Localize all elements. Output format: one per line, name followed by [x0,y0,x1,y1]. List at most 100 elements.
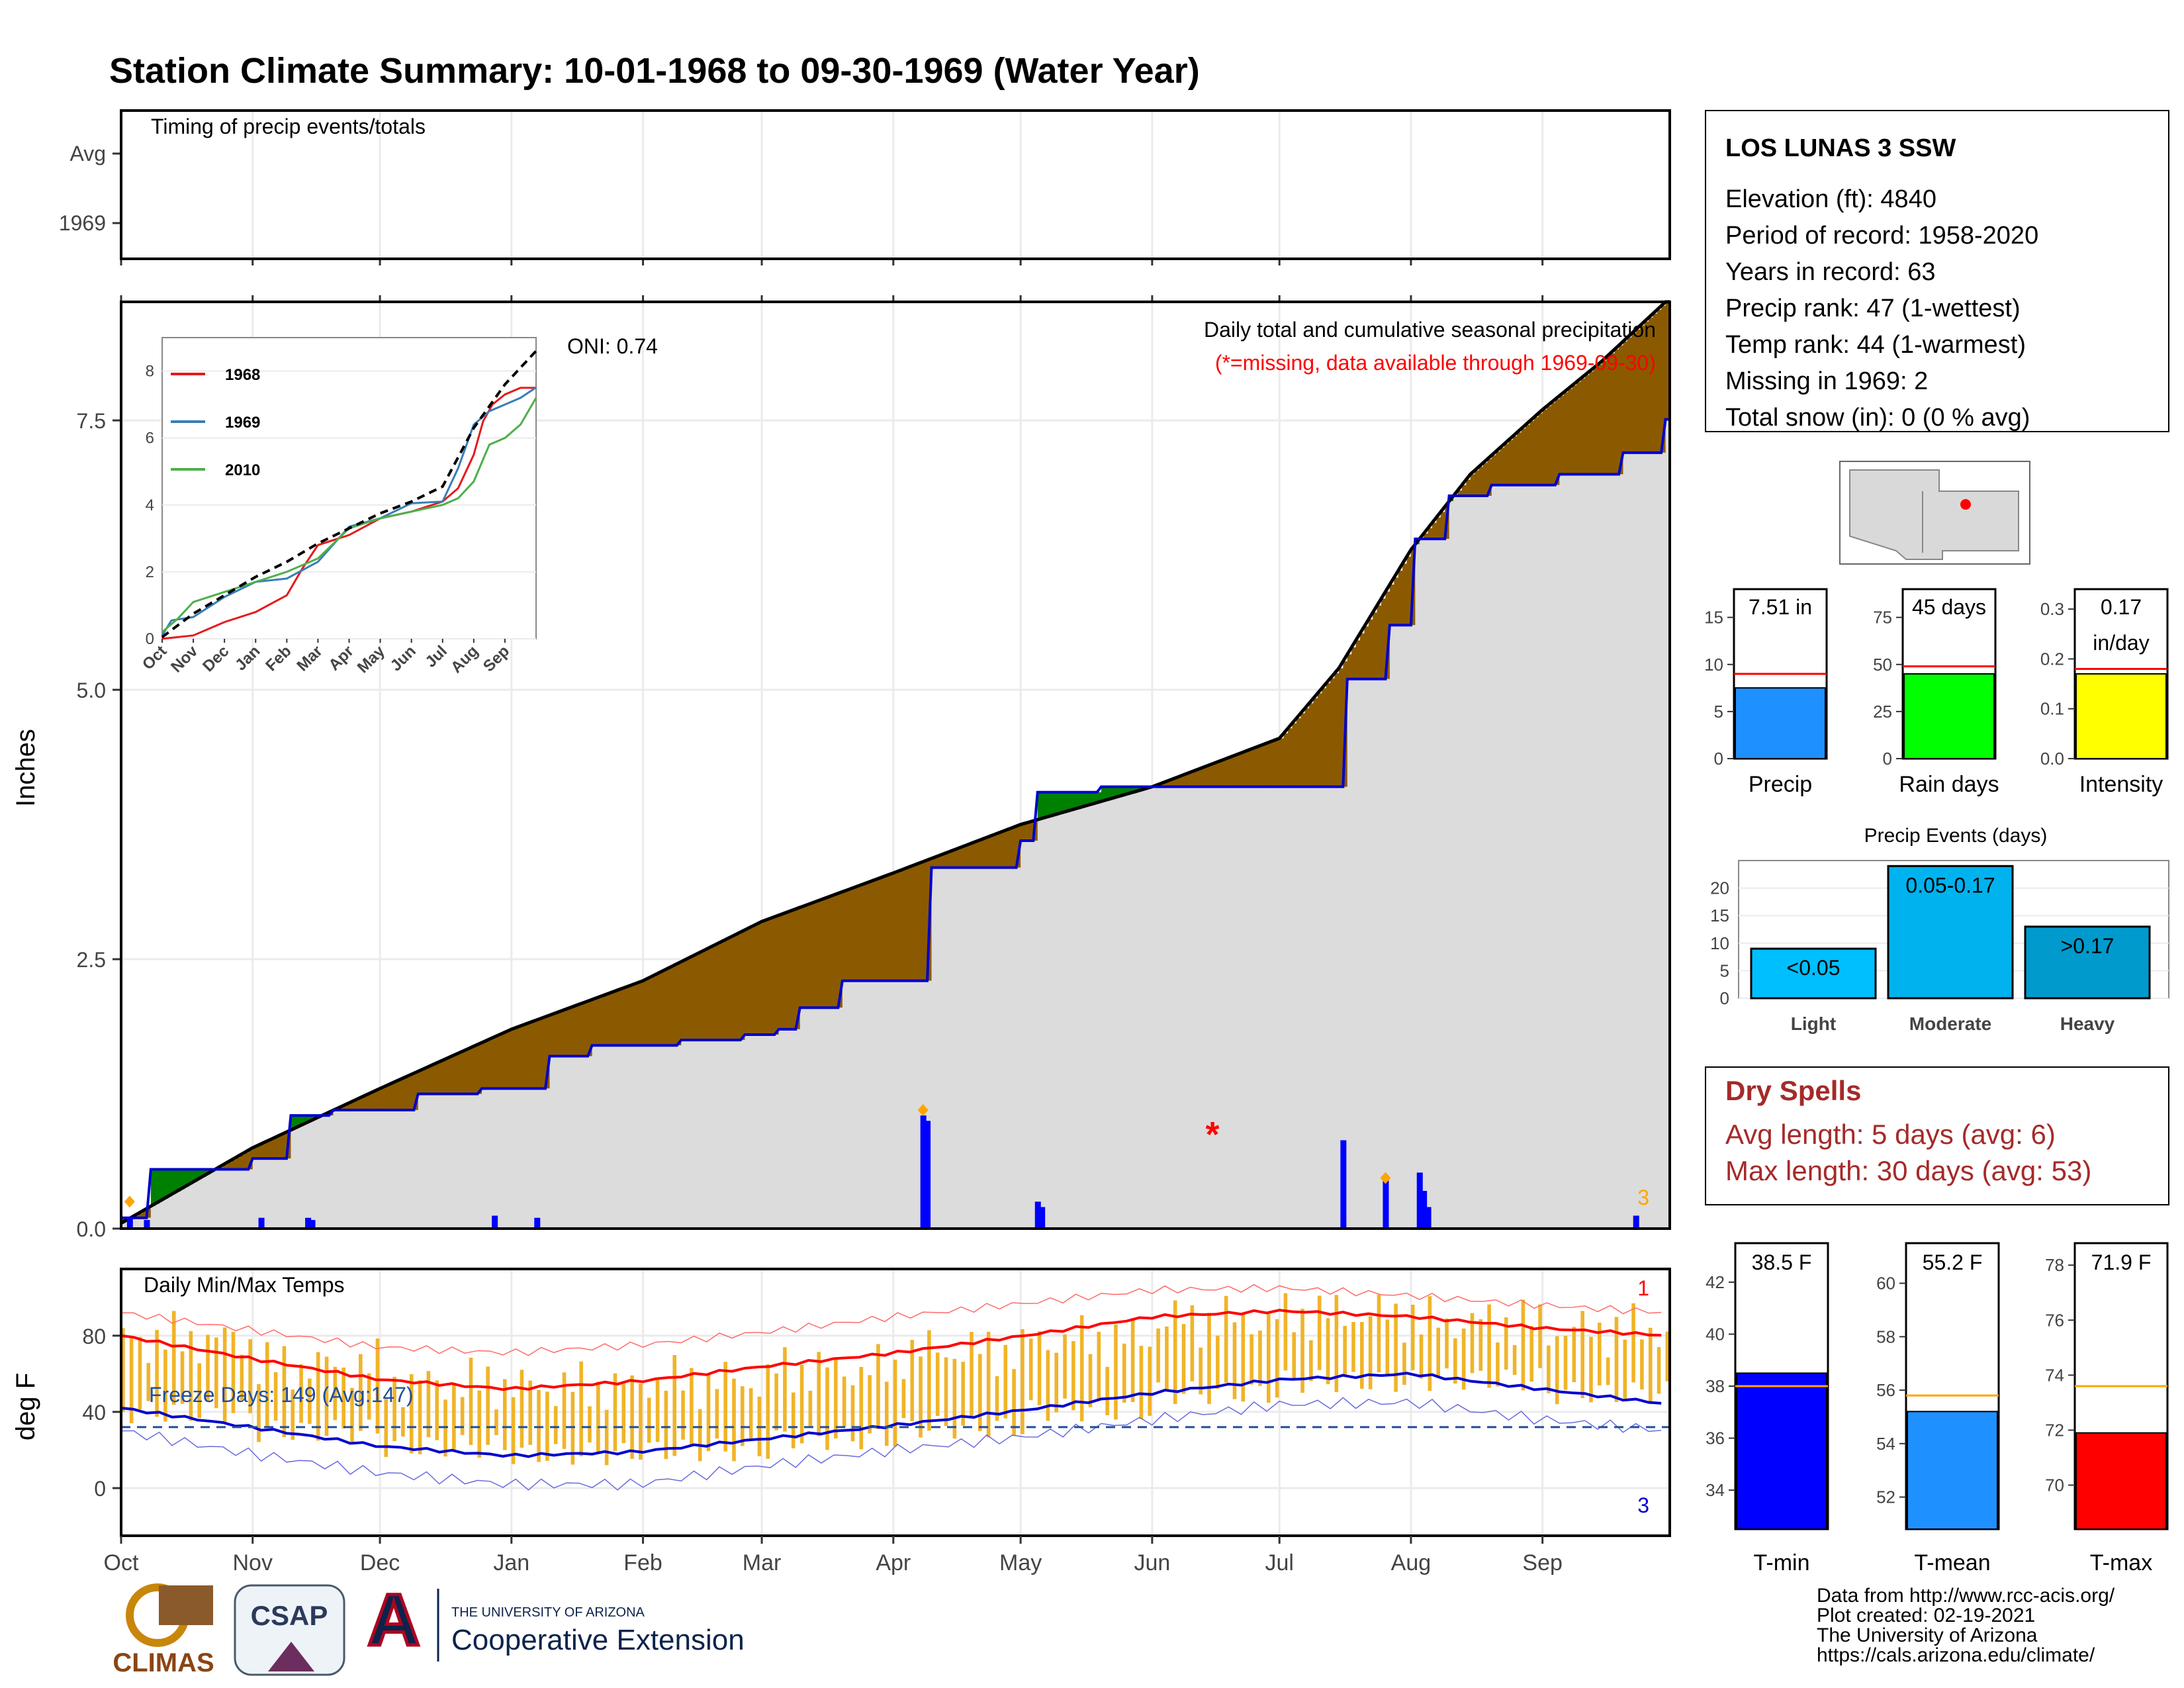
summary-bar-tick-label: 10 [1704,655,1723,675]
above-normal-segment [1623,341,1628,453]
daily-temp-bar [791,1392,796,1448]
above-normal-segment [1479,466,1484,496]
below-normal-segment [1071,792,1077,810]
above-normal-segment [345,1104,351,1110]
daily-temp-bar [1487,1304,1491,1388]
below-normal-segment [1135,786,1140,792]
below-normal-segment [1088,792,1093,806]
above-normal-segment [1559,395,1565,475]
timing-frame [120,109,1671,260]
climas-emblem-block [159,1585,213,1625]
above-normal-segment [498,1035,504,1089]
logo-csap: CSAP [234,1584,345,1676]
above-normal-segment [694,955,699,1041]
above-normal-segment [588,1001,593,1056]
above-normal-segment [850,888,856,981]
above-normal-segment [1330,678,1336,787]
above-normal-segment [766,919,771,1035]
above-normal-segment [282,1134,287,1159]
above-normal-segment [702,951,707,1041]
daily-temp-bar [1021,1329,1024,1434]
daily-temp-bar [1207,1313,1211,1404]
daily-temp-bar [986,1331,991,1438]
daily-temp-bar [741,1386,745,1446]
inset-x-tick-label: Mar [293,642,326,675]
temp-panel: deg F 0 40 80 Daily Min/Max Temps Freeze D… [11,1268,1671,1537]
above-normal-segment [643,980,648,1046]
above-normal-segment [1237,754,1242,787]
above-normal-segment [799,907,805,1008]
above-normal-segment [621,988,627,1046]
locator-map [1839,461,2030,565]
daily-temp-bar [799,1364,804,1444]
temp-bar-tick-label: 34 [1706,1480,1725,1500]
daily-precip-bar [534,1217,541,1229]
below-normal-segment [185,1169,190,1187]
above-normal-segment [1338,668,1343,787]
temp-y-axis-label: deg F [11,1373,40,1440]
inset-legend-label: 2010 [225,461,260,479]
inset-y-tick-label: 4 [146,496,154,514]
daily-temp-bar [537,1389,541,1462]
above-normal-segment [681,961,686,1041]
precip-y-axis-label: Inches [11,729,40,807]
above-normal-segment [405,1077,410,1110]
above-normal-segment [914,865,919,981]
below-normal-segment [1046,792,1051,818]
page-title: Station Climate Summary: 10-01-1968 to 0… [109,51,1200,91]
above-normal-segment [1504,444,1509,485]
above-normal-segment [528,1023,533,1089]
daily-temp-bar [129,1338,134,1424]
temp-panel-title: Daily Min/Max Temps [144,1273,344,1297]
above-normal-segment [1482,463,1488,496]
temp-plot: 0 40 80 [82,1269,1670,1536]
daily-temp-bar [1037,1331,1042,1405]
summary-bars: 7.51 in 0 5 10 15 Precip 45 days 0 25 50 75 Rain da… [1704,588,2169,797]
timing-panel: 25%50%75%FirstLastAvg25%50%75%FirstLast1… [59,109,1671,302]
above-normal-segment [956,849,962,868]
above-normal-segment [1258,746,1263,787]
precip-annotation-title: Daily total and cumulative seasonal prec… [1204,318,1656,342]
above-normal-segment [1661,305,1666,453]
daily-temp-bar [299,1364,303,1423]
above-normal-segment [146,1208,152,1218]
daily-temp-bar [630,1375,634,1459]
temp-bar-tick-label: 60 [1876,1274,1895,1293]
daily-temp-bar [783,1347,787,1432]
above-normal-segment [562,1010,567,1056]
daily-temp-bar [1317,1295,1322,1370]
below-normal-segment [1105,786,1111,800]
above-normal-segment [414,1073,419,1110]
daily-temp-bar [1377,1294,1381,1373]
daily-temp-bar [138,1336,142,1410]
daily-temp-bar [766,1364,770,1459]
above-normal-segment [1512,436,1518,485]
above-normal-segment [634,984,639,1046]
above-normal-segment [600,996,606,1046]
daily-temp-bar [282,1346,287,1437]
above-normal-segment [549,1015,555,1056]
csap-emblem [234,1584,345,1676]
above-normal-segment [1644,321,1649,453]
below-normal-segment [291,1115,296,1131]
summary-bar-tick-label: 50 [1873,655,1892,675]
daily-temp-bar [1139,1346,1144,1419]
station-name: LOS LUNAS 3 SSW [1725,134,1956,162]
daily-temp-bar [859,1366,864,1450]
daily-temp-bar [1275,1319,1279,1398]
above-normal-segment [396,1080,402,1110]
above-normal-segment [138,1213,143,1218]
above-normal-segment [1296,718,1301,787]
above-normal-segment [931,858,936,868]
above-normal-segment [1547,406,1552,485]
daily-temp-bar [672,1355,677,1456]
above-normal-segment [1440,512,1445,539]
above-normal-segment [1610,353,1615,475]
above-normal-segment [872,880,877,981]
daily-temp-bar [1402,1342,1406,1385]
daily-precip-bar [1421,1191,1428,1229]
above-normal-segment [439,1061,444,1094]
below-normal-segment [1114,786,1119,798]
daily-temp-bar [1410,1304,1415,1370]
